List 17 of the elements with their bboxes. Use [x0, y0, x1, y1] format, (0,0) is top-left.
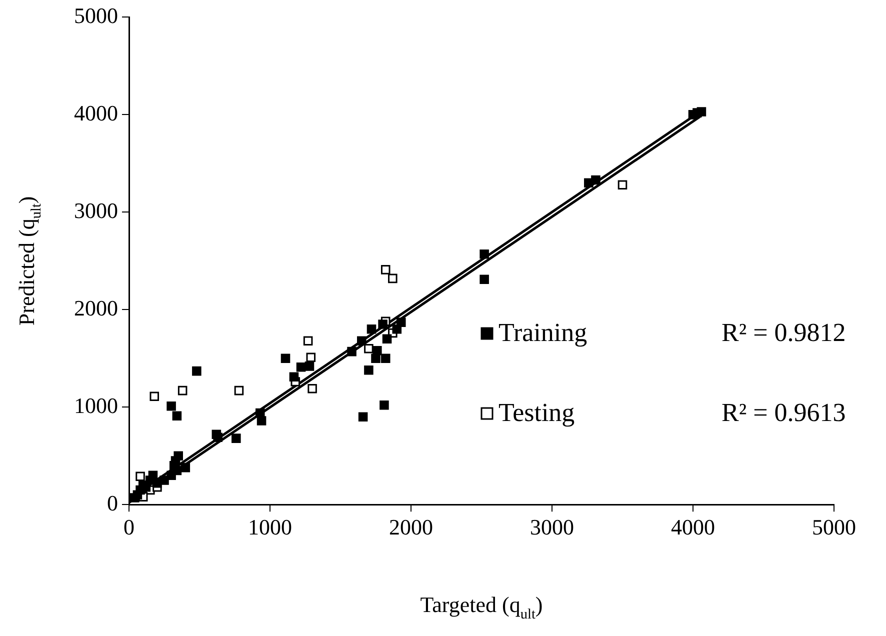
- annotation: R² = 0.9812: [722, 318, 846, 347]
- y-tick-label: 5000: [74, 2, 118, 28]
- x-tick-label: 5000: [812, 514, 856, 540]
- y-tick-label: 2000: [74, 295, 118, 320]
- annotation: R² = 0.9613: [722, 398, 846, 427]
- x-tick-label: 4000: [671, 514, 715, 540]
- y-axis-title: Predicted (qult): [14, 196, 45, 326]
- legend-label: Training: [498, 318, 588, 347]
- x-tick-label: 1000: [248, 514, 292, 540]
- y-tick-label: 1000: [74, 392, 118, 418]
- x-tick-label: 3000: [530, 514, 574, 540]
- legend-label: Testing: [498, 398, 575, 427]
- x-tick-label: 0: [124, 514, 134, 540]
- y-tick-label: 3000: [74, 198, 118, 223]
- y-tick-label: 0: [107, 490, 118, 516]
- x-tick-label: 2000: [389, 514, 433, 540]
- y-tick-label: 4000: [74, 100, 118, 126]
